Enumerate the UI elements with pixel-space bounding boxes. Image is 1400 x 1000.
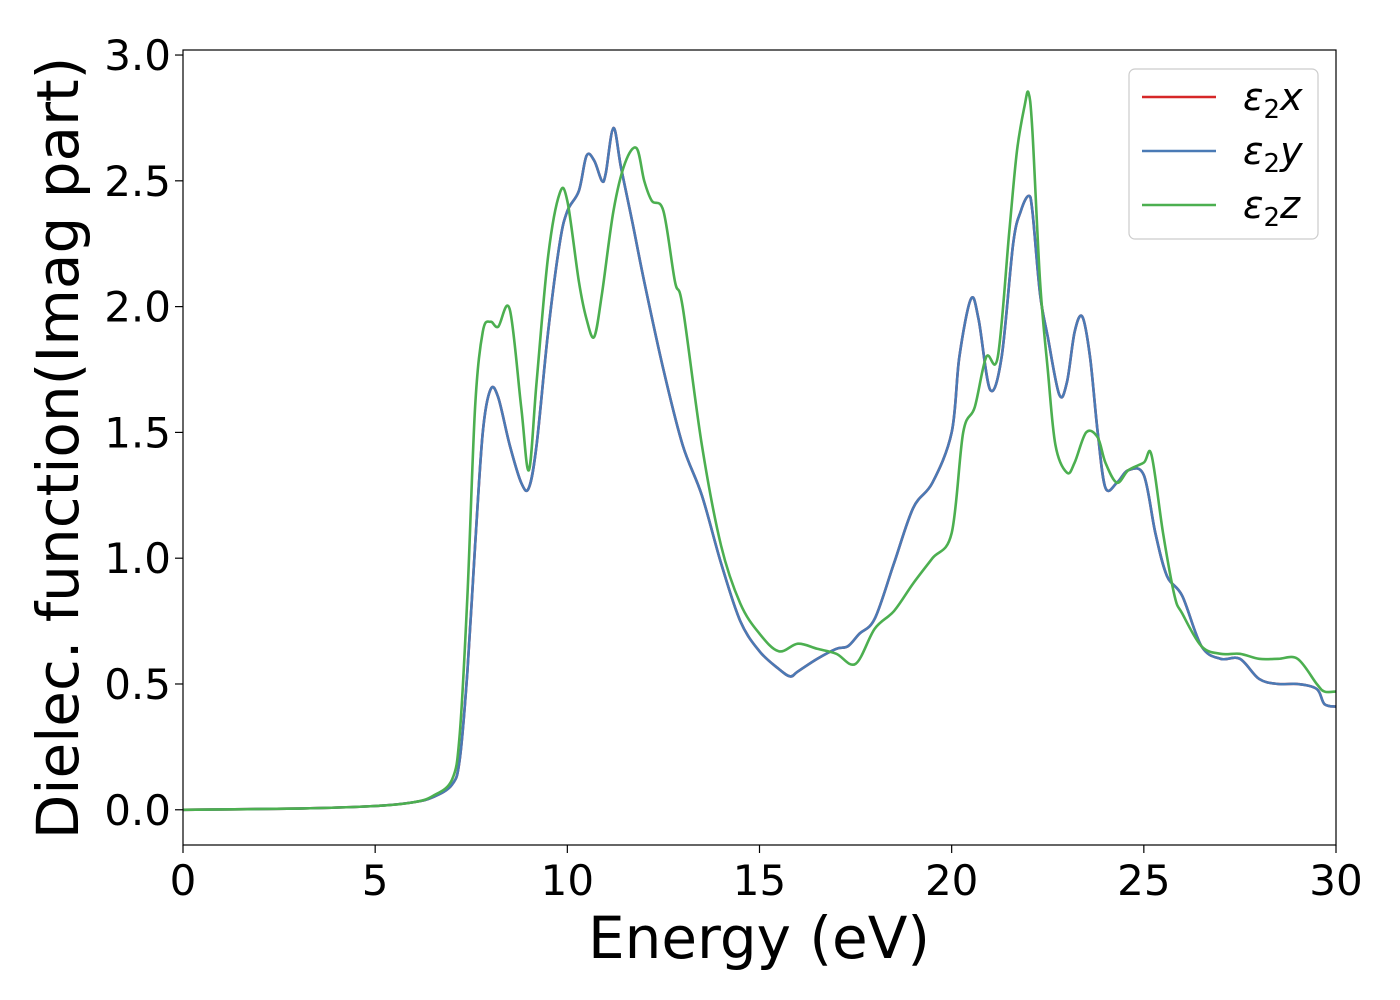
y-tick-label: 1.5	[104, 408, 171, 457]
x-axis-title: Energy (eV)	[588, 904, 930, 972]
y-tick-label: 2.5	[104, 157, 171, 206]
y-tick-label: 0.0	[104, 786, 171, 835]
legend-label-x: ε2x	[1243, 75, 1303, 125]
x-tick-label: 5	[362, 856, 389, 905]
x-tick-label: 15	[733, 856, 786, 905]
y-tick-label: 2.0	[104, 283, 171, 332]
x-tick-label: 0	[170, 856, 197, 905]
legend-label-z: ε2z	[1243, 183, 1301, 233]
x-tick-label: 25	[1117, 856, 1170, 905]
y-tick-label: 0.5	[104, 660, 171, 709]
series-line-z	[182, 90, 1337, 812]
x-tick-label: 20	[925, 856, 978, 905]
x-tick-label: 10	[541, 856, 594, 905]
x-axis-ticks: 0 5 10 15 20 25 30	[170, 845, 1363, 905]
y-tick-label: 1.0	[104, 534, 171, 583]
legend-label-y: ε2y	[1243, 129, 1303, 179]
y-tick-label: 3.0	[104, 31, 171, 80]
x-tick-label: 30	[1309, 856, 1362, 905]
legend-box	[1128, 68, 1319, 240]
y-axis-title: Dielec. function(Imag part)	[24, 57, 92, 840]
series-layer	[182, 90, 1337, 812]
y-axis-ticks: 0.0 0.5 1.0 1.5 2.0 2.5 3.0	[104, 31, 183, 835]
